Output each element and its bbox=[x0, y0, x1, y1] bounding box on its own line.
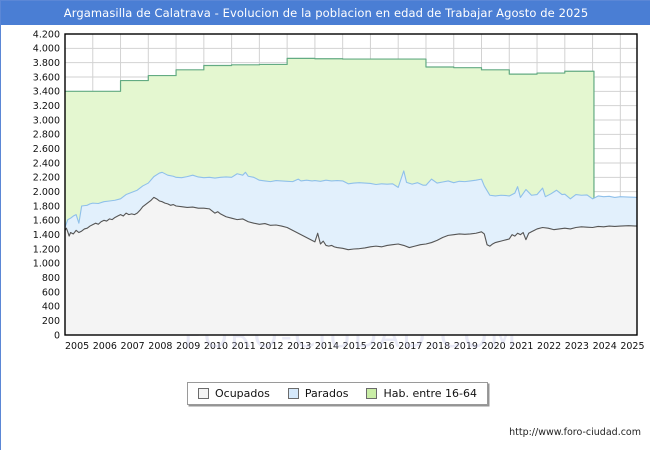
y-axis-tick-label: 3.400 bbox=[33, 87, 60, 98]
x-axis-tick-label: 2018 bbox=[426, 341, 450, 352]
legend-swatch-parados bbox=[287, 388, 299, 399]
x-axis-tick-label: 2012 bbox=[259, 341, 283, 352]
x-axis-tick-label: 2017 bbox=[398, 341, 422, 352]
x-axis-tick-label: 2014 bbox=[315, 341, 339, 352]
y-axis-tick-label: 0 bbox=[54, 330, 60, 341]
y-axis-tick-label: 4.000 bbox=[33, 44, 60, 55]
chart-legend: Ocupados Parados Hab. entre 16-64 bbox=[187, 382, 489, 405]
y-axis-tick-label: 2.200 bbox=[33, 173, 60, 184]
y-axis-tick-label: 2.600 bbox=[33, 144, 60, 155]
x-axis-tick-label: 2006 bbox=[93, 341, 117, 352]
source-url[interactable]: http://www.foro-ciudad.com bbox=[509, 427, 641, 438]
x-axis-tick-label: 2024 bbox=[593, 341, 617, 352]
x-axis-tick-label: 2011 bbox=[232, 341, 256, 352]
y-axis-tick-label: 3.800 bbox=[33, 58, 60, 69]
x-axis-tick-label: 2020 bbox=[482, 341, 506, 352]
y-axis-tick-label: 1.800 bbox=[33, 201, 60, 212]
y-axis-tick-label: 600 bbox=[42, 287, 60, 298]
x-axis-tick-label: 2022 bbox=[537, 341, 561, 352]
y-axis-tick-label: 1.600 bbox=[33, 216, 60, 227]
window-title-bar: Argamasilla de Calatrava - Evolucion de … bbox=[1, 1, 650, 25]
y-axis-tick-label: 3.000 bbox=[33, 115, 60, 126]
y-axis-tick-label: 3.200 bbox=[33, 101, 60, 112]
legend-item-ocupados[interactable]: Ocupados bbox=[198, 387, 270, 400]
legend-label-hab-16-64: Hab. entre 16-64 bbox=[383, 387, 478, 400]
legend-item-hab-16-64[interactable]: Hab. entre 16-64 bbox=[366, 387, 477, 400]
y-axis-tick-label: 200 bbox=[42, 316, 60, 327]
x-axis-tick-label: 2019 bbox=[454, 341, 478, 352]
x-axis-tick-label: 2015 bbox=[343, 341, 367, 352]
y-axis-tick-label: 2.400 bbox=[33, 158, 60, 169]
y-axis-tick-label: 2.000 bbox=[33, 187, 60, 198]
population-evolution-chart: 0 200 400 600 800 1.000 1.200 1.400 1.600 1.800 2.… bbox=[33, 29, 645, 355]
x-axis-tick-label: 2009 bbox=[176, 341, 200, 352]
legend-label-ocupados: Ocupados bbox=[215, 387, 270, 400]
y-axis-tick-label: 800 bbox=[42, 273, 60, 284]
y-axis-tick-label: 2.800 bbox=[33, 130, 60, 141]
x-axis-tick-label: 2021 bbox=[509, 341, 533, 352]
legend-swatch-hab-16-64 bbox=[366, 388, 378, 399]
x-axis-tick-label: 2005 bbox=[65, 341, 89, 352]
y-axis-tick-label: 4.200 bbox=[33, 29, 60, 40]
y-axis-tick-label: 400 bbox=[42, 302, 60, 313]
series-ocupados bbox=[64, 196, 638, 335]
y-axis-tick-label: 1.000 bbox=[33, 259, 60, 270]
y-axis-tick-label: 1.200 bbox=[33, 244, 60, 255]
y-axis-tick-label: 3.600 bbox=[33, 72, 60, 83]
legend-label-parados: Parados bbox=[304, 387, 349, 400]
chart-plot-area: 0 200 400 600 800 1.000 1.200 1.400 1.600 1.800 2.… bbox=[1, 25, 650, 451]
y-axis-tick-label: 1.400 bbox=[33, 230, 60, 241]
x-axis-tick-label: 2023 bbox=[565, 341, 589, 352]
page-title: Argamasilla de Calatrava - Evolucion de … bbox=[63, 6, 589, 20]
x-axis-tick-label: 2016 bbox=[370, 341, 394, 352]
legend-swatch-ocupados bbox=[198, 388, 209, 399]
x-axis-tick-label: 2010 bbox=[204, 341, 228, 352]
x-axis-tick-label: 2025 bbox=[620, 341, 644, 352]
x-axis-tick-label: 2007 bbox=[121, 341, 145, 352]
legend-item-parados[interactable]: Parados bbox=[287, 387, 349, 400]
x-axis-tick-label: 2013 bbox=[287, 341, 311, 352]
x-axis-tick-label: 2008 bbox=[148, 341, 172, 352]
